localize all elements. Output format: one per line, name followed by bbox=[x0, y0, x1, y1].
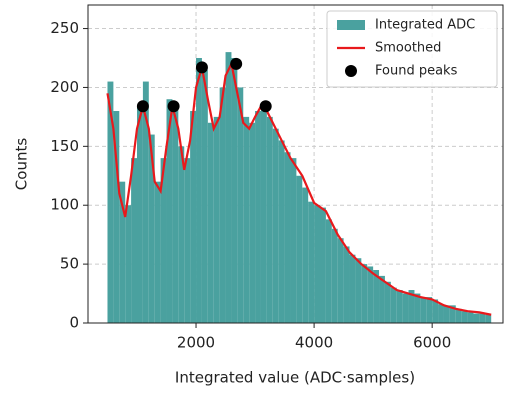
histogram-bar bbox=[213, 116, 220, 323]
histogram-bar bbox=[154, 181, 161, 323]
histogram-bar bbox=[349, 254, 356, 323]
histogram-bar bbox=[479, 313, 486, 323]
histogram-bar bbox=[255, 111, 261, 323]
histogram-bar bbox=[473, 313, 480, 323]
histogram-bar bbox=[379, 275, 385, 323]
histogram-bar bbox=[420, 297, 427, 323]
histogram-bar bbox=[408, 290, 415, 323]
legend-swatch bbox=[345, 65, 357, 77]
histogram-bar bbox=[361, 264, 368, 323]
x-tick-label: 6000 bbox=[413, 334, 451, 352]
y-tick-label: 200 bbox=[50, 78, 79, 96]
histogram-bar bbox=[331, 228, 338, 323]
histogram-bar bbox=[290, 158, 297, 323]
histogram-bar bbox=[426, 297, 433, 323]
histogram-bar bbox=[467, 312, 474, 323]
histogram-bar bbox=[272, 128, 279, 323]
legend-box bbox=[326, 10, 498, 88]
histogram-bar bbox=[355, 258, 362, 323]
legend-label: Found peaks bbox=[375, 64, 458, 79]
plot-frame bbox=[87, 4, 504, 324]
y-tick-label: 150 bbox=[50, 137, 79, 155]
x-tick-label: 4000 bbox=[295, 334, 333, 352]
histogram-bar bbox=[243, 116, 250, 323]
histogram-bar bbox=[113, 111, 120, 323]
histogram-bar bbox=[319, 207, 326, 323]
legend-swatch bbox=[337, 20, 365, 30]
histogram-bar bbox=[432, 299, 439, 323]
peak-point bbox=[195, 61, 208, 74]
histogram-bar bbox=[485, 314, 492, 323]
histogram-bar bbox=[119, 181, 126, 323]
histogram-bar bbox=[201, 69, 208, 324]
histogram-bar bbox=[219, 87, 226, 323]
histogram-bar bbox=[367, 266, 374, 323]
histogram-bar bbox=[172, 105, 179, 323]
y-axis-label: Counts bbox=[13, 138, 31, 191]
histogram-bar bbox=[225, 52, 232, 323]
histogram-bar bbox=[278, 140, 285, 323]
histogram-bar bbox=[314, 205, 320, 323]
histogram-bar bbox=[148, 134, 155, 323]
histogram-bar bbox=[136, 105, 143, 323]
histogram-bar bbox=[207, 122, 214, 324]
histogram-bar bbox=[231, 58, 238, 323]
histogram-bar bbox=[296, 175, 303, 323]
histogram-bar bbox=[384, 281, 391, 323]
peak-point bbox=[230, 57, 243, 70]
x-tick-label: 2000 bbox=[177, 334, 215, 352]
peak-point bbox=[259, 100, 272, 113]
histogram-bar bbox=[443, 305, 450, 323]
histogram-bar bbox=[449, 305, 456, 323]
histogram-bar bbox=[461, 311, 468, 323]
histogram-bar bbox=[249, 122, 256, 324]
histogram-bar bbox=[160, 158, 167, 323]
histogram-bar bbox=[414, 293, 421, 323]
legend: Integrated ADC Smoothed Found peaks bbox=[326, 10, 498, 88]
histogram-bar bbox=[184, 158, 191, 323]
histogram-bar bbox=[166, 99, 173, 323]
histogram-bar bbox=[343, 246, 350, 323]
x-axis-label: Integrated value (ADC·samples) bbox=[175, 369, 415, 387]
histogram-bar bbox=[196, 58, 202, 323]
histogram-bar bbox=[337, 238, 344, 323]
peak-point bbox=[167, 100, 180, 113]
histogram-bar bbox=[266, 116, 273, 323]
peak-point bbox=[136, 100, 149, 113]
histogram-bar bbox=[190, 111, 197, 323]
y-tick-label: 100 bbox=[50, 196, 79, 214]
histogram-bar bbox=[325, 219, 332, 323]
histogram-bar bbox=[302, 187, 309, 323]
histogram-bar bbox=[396, 290, 403, 323]
histogram-bar bbox=[308, 201, 315, 323]
histogram-bar bbox=[260, 105, 267, 323]
legend-label: Smoothed bbox=[375, 41, 441, 56]
histogram-bar bbox=[125, 205, 132, 323]
y-tick-label: 50 bbox=[60, 255, 79, 273]
histogram-bar bbox=[438, 304, 444, 323]
smoothed-line bbox=[106, 60, 492, 316]
y-tick-label: 0 bbox=[69, 314, 79, 332]
histogram-bar bbox=[178, 146, 185, 323]
y-tick-label: 250 bbox=[50, 19, 79, 37]
histogram-bar bbox=[455, 308, 462, 323]
histogram-bar bbox=[373, 270, 380, 323]
histogram-bar bbox=[142, 81, 149, 323]
legend-label: Integrated ADC bbox=[375, 18, 475, 33]
histogram-bar bbox=[402, 293, 409, 323]
histogram-bar bbox=[390, 287, 397, 323]
histogram-bar bbox=[284, 152, 291, 323]
histogram-bar bbox=[107, 81, 114, 323]
histogram-bar bbox=[131, 158, 137, 323]
histogram-bar bbox=[237, 87, 244, 323]
